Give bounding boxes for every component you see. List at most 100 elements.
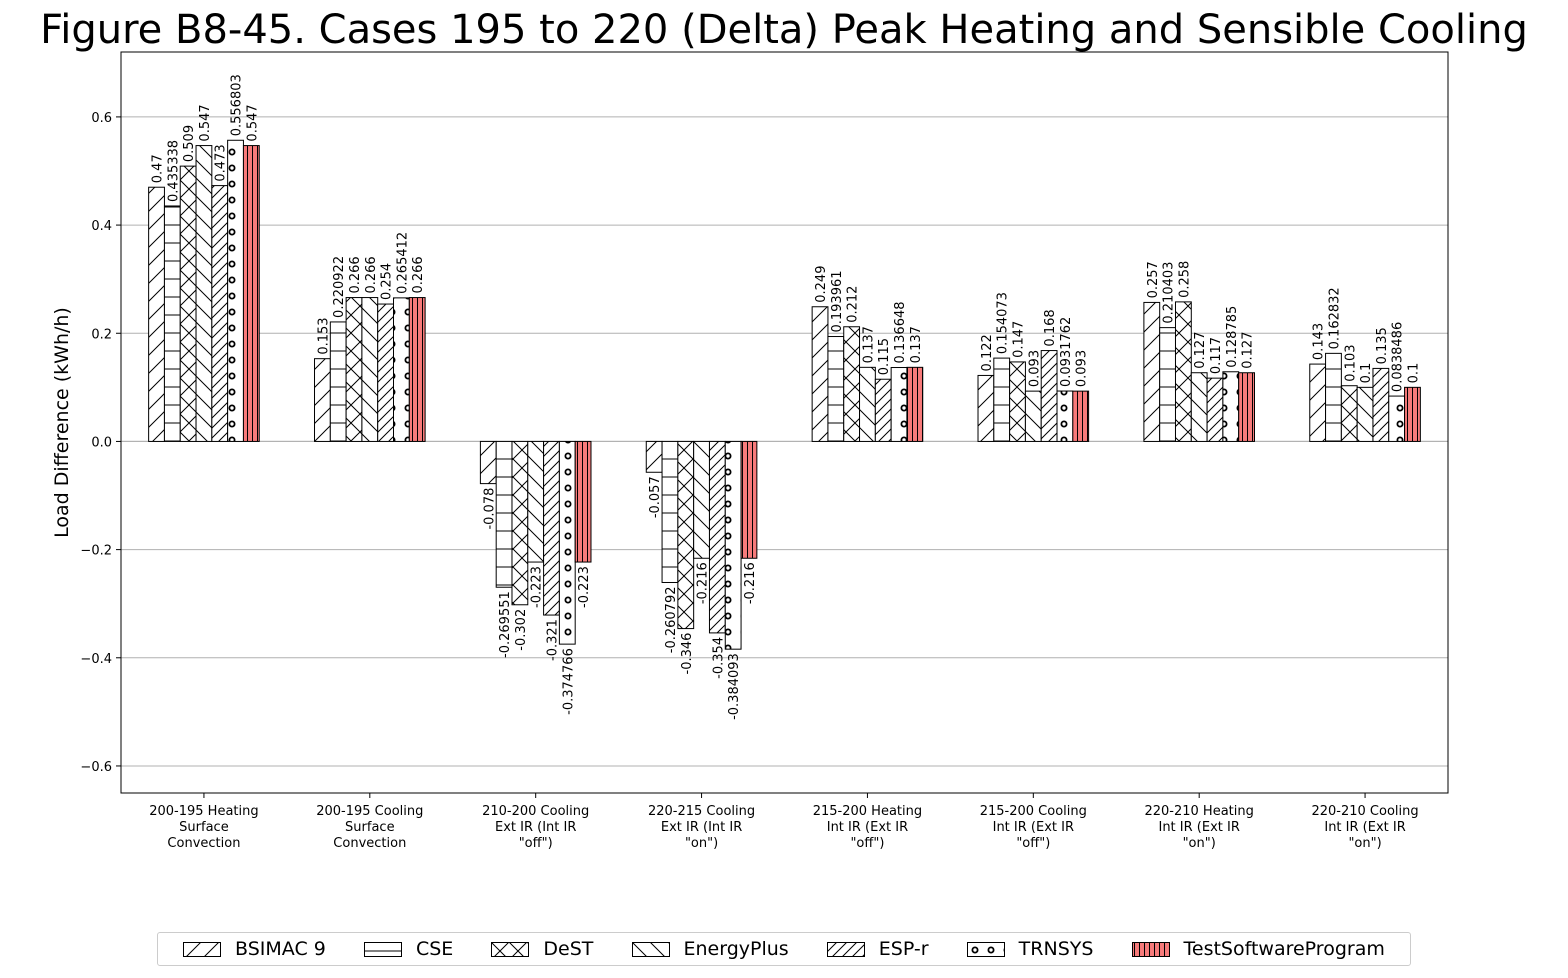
bar-bsimac-9 <box>977 374 995 442</box>
bar-esp-r <box>377 303 395 442</box>
bar-value-label: 0.093 <box>1027 350 1042 387</box>
bar-testsoftwareprogram <box>408 297 426 442</box>
bar-value-label: 0.137 <box>909 326 924 363</box>
bar-bsimac-9 <box>479 440 497 485</box>
bar-dest <box>1340 385 1358 442</box>
bar-value-label: 0.154073 <box>996 292 1011 354</box>
bar-value-label: 0.136648 <box>893 301 908 363</box>
x-tick-label: 200-195 Heating Surface Convection <box>149 804 258 851</box>
x-tick-label: 220-215 Cooling Ext IR (Int IR "on") <box>648 804 755 851</box>
bar-trnsys <box>1222 371 1240 442</box>
bar-value-label: 0.115 <box>877 338 892 375</box>
bar-testsoftwareprogram <box>1072 390 1090 442</box>
legend-swatch <box>1131 941 1170 957</box>
bar-value-label: -0.354 <box>711 637 726 679</box>
bar-bsimac-9 <box>314 358 331 442</box>
legend-swatch <box>183 941 222 957</box>
bar-value-label: 0.257 <box>1146 261 1161 298</box>
bar-value-label: 0.547 <box>198 104 213 141</box>
legend-item: TestSoftwareProgram <box>1131 938 1385 960</box>
y-tick-label: 0.6 <box>91 111 112 126</box>
bar-trnsys <box>227 139 244 442</box>
bar-cse <box>163 205 181 442</box>
bar-bsimac-9 <box>645 440 663 473</box>
legend-item: CSE <box>363 938 454 960</box>
bar-value-label: -0.223 <box>577 566 592 608</box>
value-labels: 0.47 0.153 -0.078 -0.057 0.249 0.122 0.257 0.14… <box>151 74 1422 720</box>
bar-value-label: 0.258 <box>1177 261 1192 298</box>
bar-value-label: 0.1 <box>1406 363 1421 384</box>
bar-energyplus <box>1190 372 1208 442</box>
bar-energyplus <box>361 297 379 442</box>
bar-bsimac-9 <box>1309 363 1327 442</box>
bar-value-label: 0.249 <box>814 266 829 303</box>
bar-trnsys <box>1056 390 1074 442</box>
bar-value-label: -0.057 <box>648 476 663 518</box>
bar-value-label: 0.117 <box>1209 337 1224 374</box>
bar-value-label: -0.269551 <box>498 591 513 658</box>
bar-value-label: 0.266 <box>364 256 379 293</box>
bar-value-label: 0.220922 <box>332 256 347 318</box>
y-tick-label: 0.0 <box>91 435 112 450</box>
x-tick-label: 210-200 Cooling Ext IR (Int IR "off") <box>482 804 589 851</box>
bar-value-label: 0.435338 <box>166 140 181 202</box>
legend-swatch <box>631 941 670 957</box>
bar-esp-r <box>1206 377 1224 442</box>
bar-cse <box>329 321 347 442</box>
bar-value-label: 0.473 <box>214 144 229 181</box>
legend-label: TRNSYS <box>1018 938 1094 960</box>
bar-esp-r <box>543 440 560 616</box>
bar-trnsys <box>724 440 742 650</box>
bar-value-label: 0.137 <box>861 326 876 363</box>
bar-value-label: -0.216 <box>743 562 758 604</box>
legend-label: BSIMAC 9 <box>235 938 326 960</box>
bar-value-label: 0.212 <box>846 286 861 323</box>
bar-dest <box>1009 361 1026 442</box>
bar-bsimac-9 <box>148 186 165 442</box>
bar-value-label: 0.266 <box>411 256 426 293</box>
x-tick-label: 220-210 Cooling Int IR (Ext IR "on") <box>1311 804 1418 851</box>
bar-dest <box>345 297 363 442</box>
bar-value-label: 0.265412 <box>395 232 410 294</box>
bar-trnsys <box>393 297 410 442</box>
bar-trnsys <box>558 440 576 645</box>
bar-value-label: -0.078 <box>482 488 497 530</box>
bar-value-label: -0.346 <box>680 633 695 675</box>
bar-value-label: 0.168 <box>1043 309 1058 346</box>
bar-bsimac-9 <box>811 306 829 442</box>
x-tick-label: 200-195 Cooling Surface Convection <box>316 804 423 851</box>
x-tick-label: 220-210 Heating Int IR (Ext IR "on") <box>1144 804 1253 851</box>
bar-value-label: 0.47 <box>151 154 166 183</box>
x-tick-label: 215-200 Cooling Int IR (Ext IR "off") <box>980 804 1087 851</box>
bar-energyplus <box>195 145 213 442</box>
y-tick-label: 0.2 <box>91 327 112 342</box>
bar-value-label: 0.556803 <box>230 74 245 136</box>
chart-title: Figure B8-45. Cases 195 to 220 (Delta) P… <box>40 7 1528 53</box>
bar-esp-r <box>1040 350 1058 442</box>
bar-value-label: 0.135 <box>1375 327 1390 364</box>
legend-swatch <box>363 941 402 957</box>
bar-dest <box>843 326 861 442</box>
bar-value-label: 0.122 <box>980 334 995 371</box>
bar-energyplus <box>1024 390 1042 442</box>
bar-esp-r <box>708 440 726 634</box>
bar-value-label: 0.127 <box>1193 332 1208 369</box>
legend-item: DeST <box>491 938 593 960</box>
y-tick-label: 0.4 <box>91 219 112 234</box>
bar-energyplus <box>859 366 876 442</box>
bar-testsoftwareprogram <box>906 366 924 442</box>
bar-value-label: -0.216 <box>696 562 711 604</box>
bars-layer <box>148 139 1421 650</box>
bar-energyplus <box>527 440 545 563</box>
legend-item: EnergyPlus <box>631 938 789 960</box>
bar-value-label: -0.302 <box>514 609 529 651</box>
legend-swatch <box>966 941 1005 957</box>
bar-value-label: -0.260792 <box>664 586 679 653</box>
bar-value-label: 0.128785 <box>1225 306 1240 368</box>
bar-value-label: 0.143 <box>1312 323 1327 360</box>
legend-label: CSE <box>415 938 454 960</box>
bar-value-label: -0.223 <box>530 566 545 608</box>
bar-value-label: 0.153 <box>316 317 331 354</box>
bar-trnsys <box>890 367 908 442</box>
bar-cse <box>661 440 679 583</box>
